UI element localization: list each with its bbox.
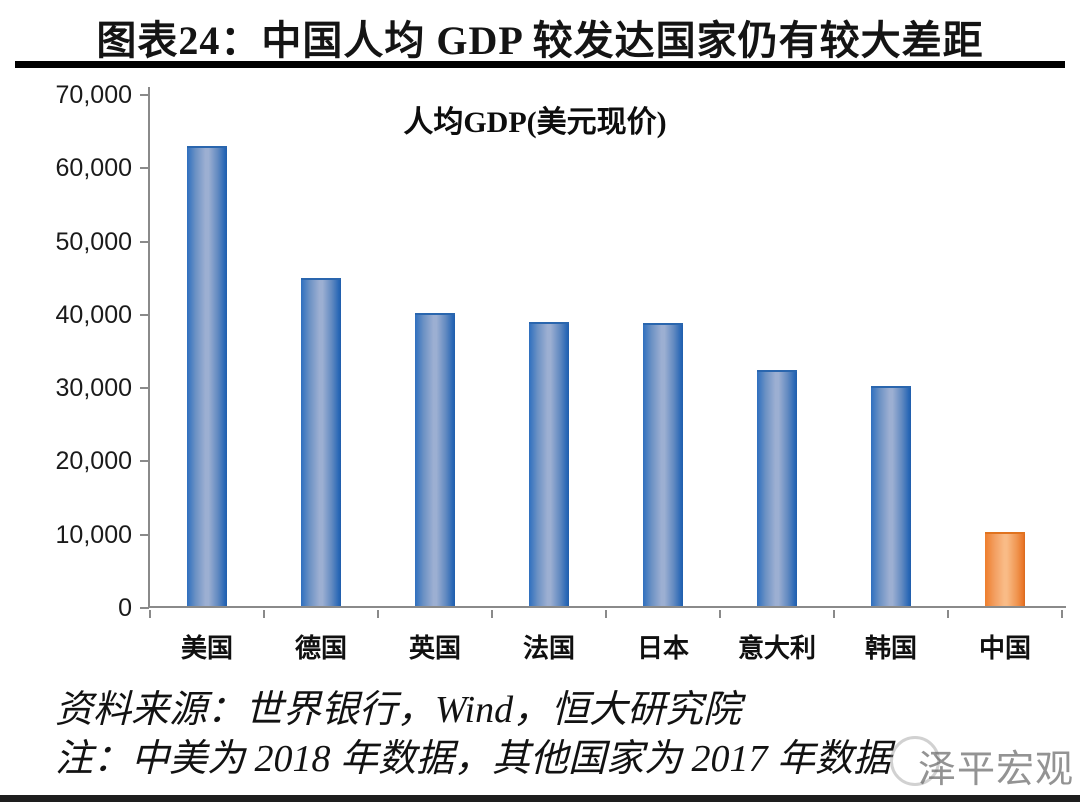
bar-中国 [985,532,1025,606]
bar-韩国 [871,386,911,606]
y-tick [140,533,149,536]
source-line: 资料来源：世界银行，Wind，恒大研究院 [55,689,742,731]
y-tick-label: 60,000 [55,154,132,183]
x-tick [833,610,835,618]
bar-德国 [301,277,341,606]
y-tick-label: 20,000 [55,447,132,476]
y-tick-label: 0 [118,594,132,622]
y-tick [140,313,149,316]
y-tick-label: 50,000 [55,227,132,256]
category-label: 英国 [408,634,461,663]
x-tick [377,610,379,618]
x-tick [263,610,265,618]
y-axis-line [148,87,150,608]
footer: 资料来源：世界银行，Wind，恒大研究院 注：中美为 2018 年数据，其他国家… [55,686,891,784]
bar-英国 [415,313,455,606]
category-label: 法国 [522,634,575,663]
x-tick [947,610,949,618]
category-label: 中国 [978,634,1031,663]
bar-法国 [529,321,569,606]
y-tick [140,460,149,463]
plot-area: 0 10,000 20,000 30,000 40,000 50,000 60,000 70,… [56,81,1066,663]
x-tick [491,610,493,618]
category-label: 德国 [294,634,347,663]
note-line: 注：中美为 2018 年数据，其他国家为 2017 年数据 [55,738,892,780]
y-tick-label: 10,000 [55,520,132,549]
y-tick-label: 30,000 [55,374,132,403]
y-tick-label: 40,000 [55,300,132,329]
y-tick [140,387,149,390]
bar-美国 [187,146,227,606]
category-label: 意大利 [737,634,816,663]
category-label: 日本 [636,634,689,663]
watermark-text: 泽平宏观 [918,749,1075,791]
x-tick [1061,610,1063,618]
chart-title: 人均GDP(美元现价) [403,106,667,139]
category-label: 韩国 [864,634,917,663]
watermark: 泽平宏观 [888,730,1078,791]
category-label: 美国 [180,634,233,663]
bottom-border [0,795,1080,802]
x-tick [605,610,607,618]
figure-title: 图表24：中国人均 GDP 较发达国家仍有较大差距 [96,18,984,63]
bar-意大利 [757,369,797,606]
y-tick [140,607,149,609]
y-tick-label: 70,000 [55,81,132,109]
y-tick [140,240,149,243]
x-axis-line [148,606,1066,608]
bar-日本 [643,322,683,606]
title-divider [15,61,1065,68]
watermark-logo-icon [890,736,940,786]
x-tick [149,610,151,618]
y-tick [140,94,149,96]
y-tick [140,167,149,170]
x-tick [719,610,721,618]
